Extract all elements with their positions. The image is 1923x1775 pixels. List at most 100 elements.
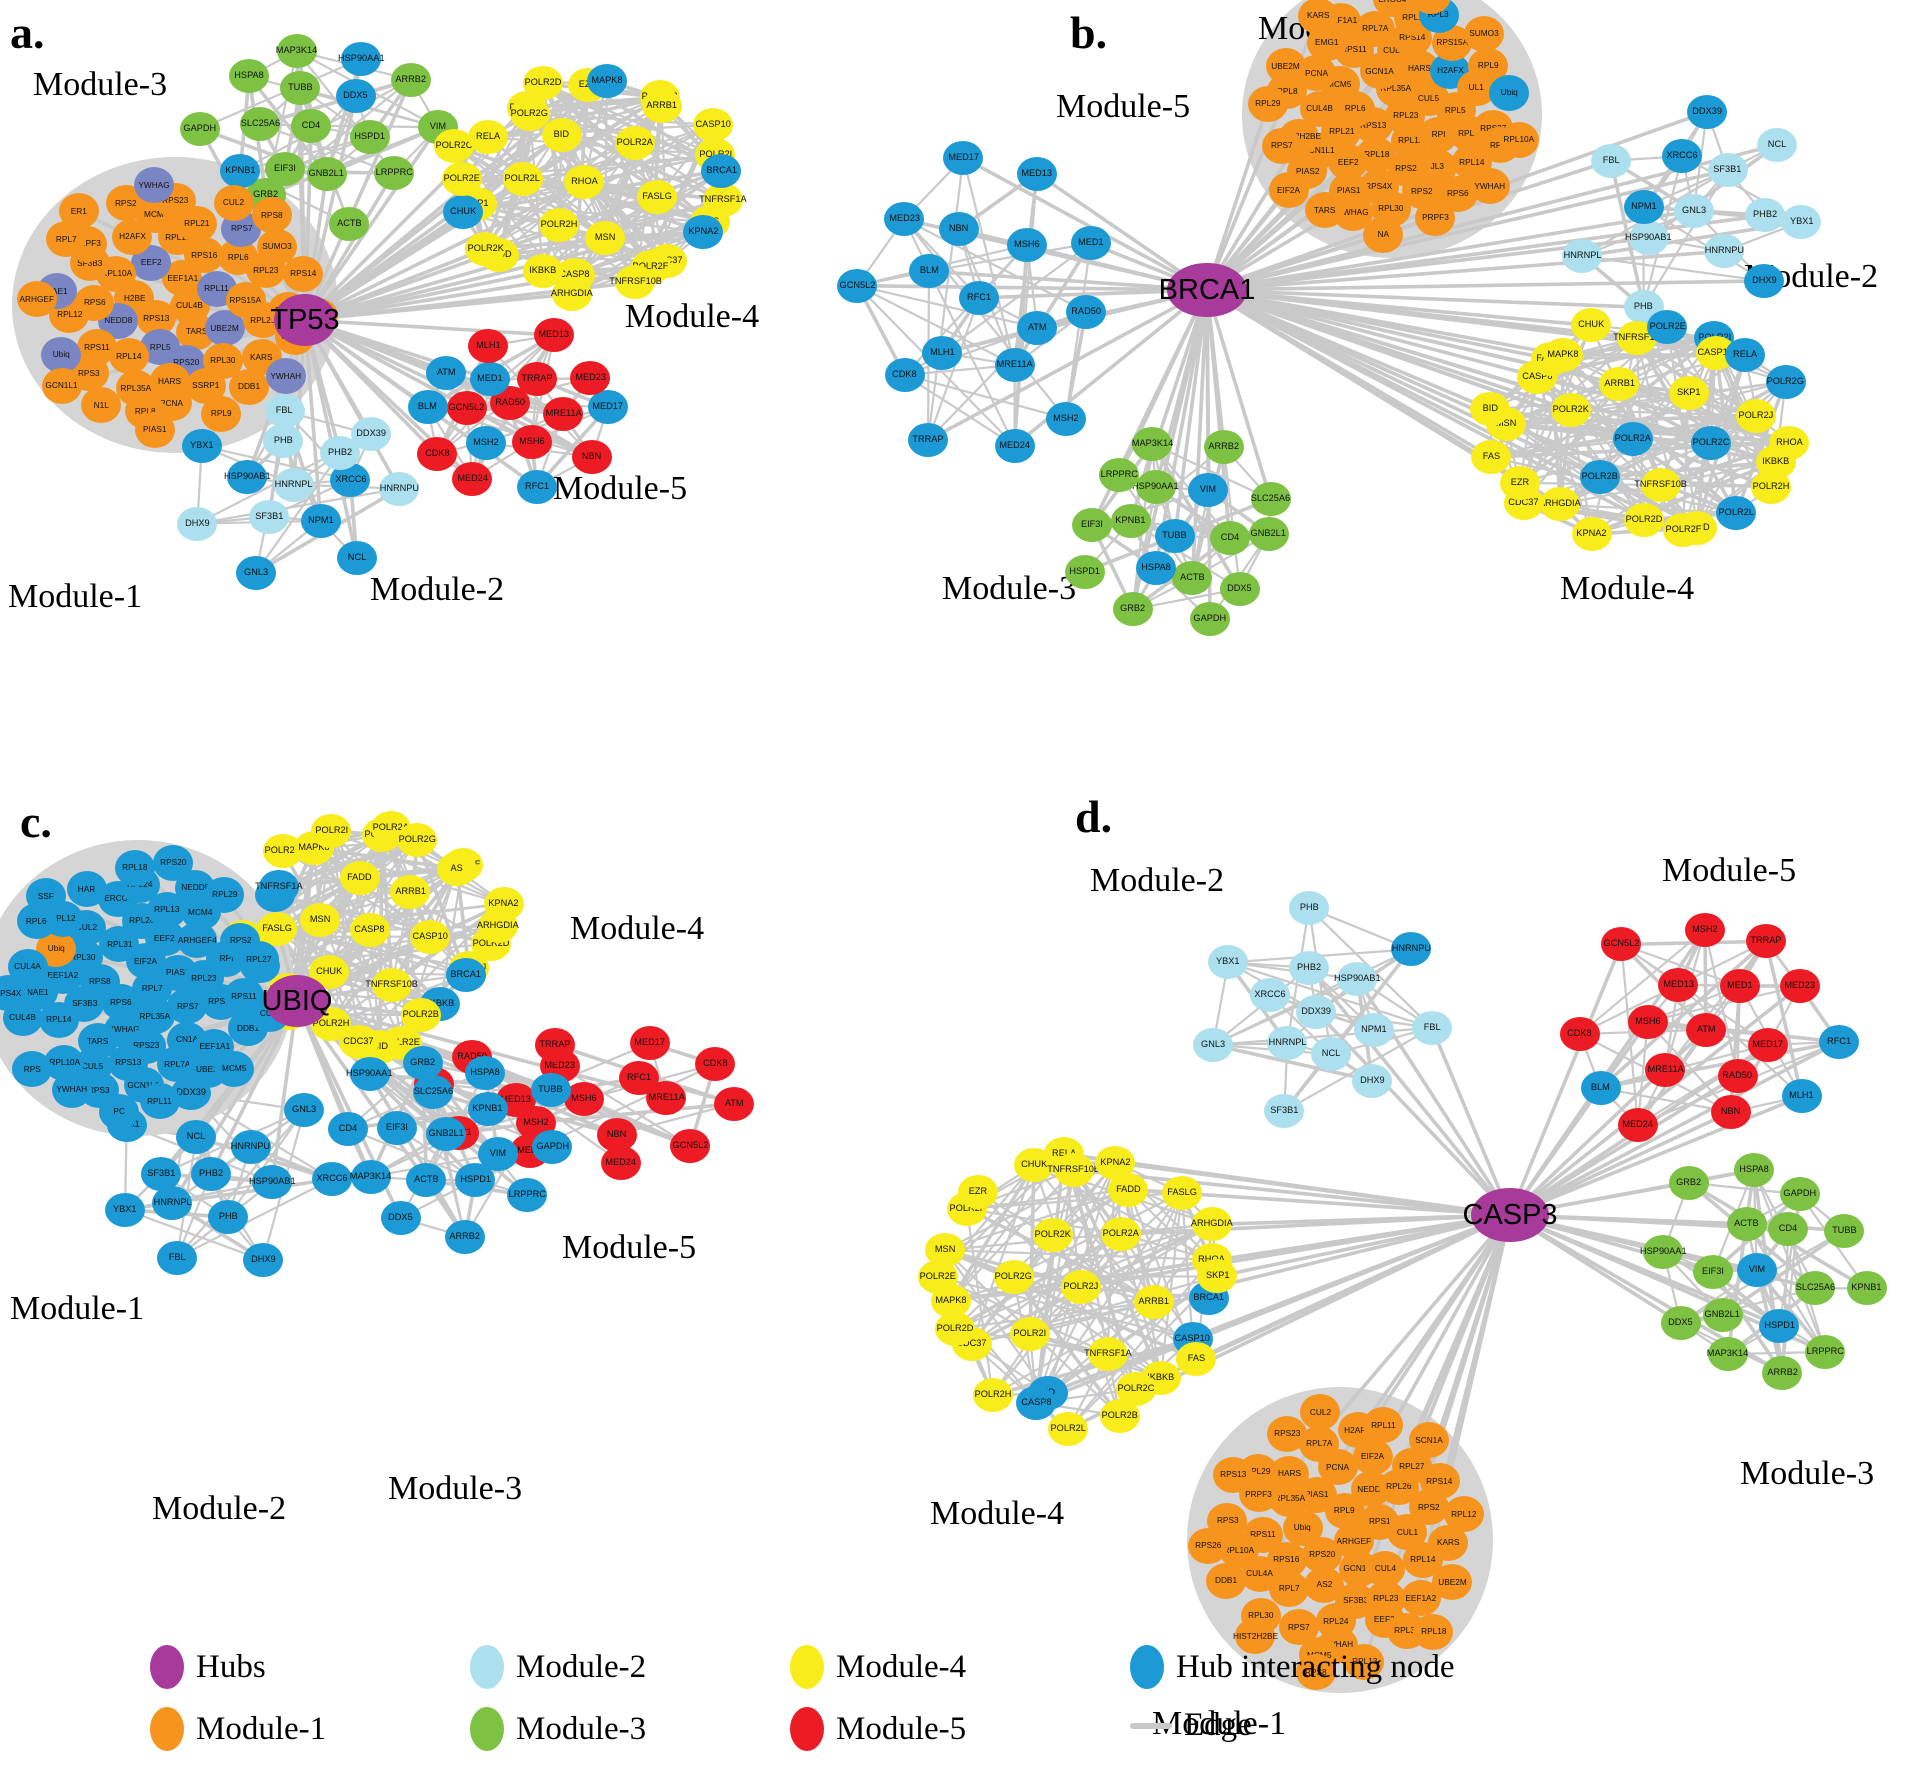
node-bid[interactable]: BID: [541, 118, 582, 153]
edge: [304, 259, 668, 322]
node-faslg[interactable]: FASLG: [1161, 1175, 1202, 1210]
node-n1l[interactable]: N1L: [81, 387, 122, 424]
node-msh6[interactable]: MSH6: [1627, 1004, 1668, 1039]
node-label: POLR2C: [1117, 1383, 1155, 1394]
node-polr2k[interactable]: POLR2K: [1033, 1217, 1073, 1252]
node-label: MED17: [1752, 1039, 1784, 1050]
panel-b-module3-label: Module-3: [942, 570, 1077, 607]
edge: [1490, 391, 1689, 411]
node-tnfrsf1a[interactable]: TNFRSF1A: [1084, 1337, 1131, 1372]
node-xrcc6[interactable]: XRCC6: [1250, 977, 1291, 1012]
node-rps14[interactable]: RPS14: [1419, 1463, 1460, 1500]
node-npm1[interactable]: NPM1: [1354, 1012, 1395, 1047]
node-actb[interactable]: ACTB: [1726, 1206, 1767, 1241]
node-mre11a[interactable]: MRE11A: [1645, 1053, 1686, 1088]
node-polr2b[interactable]: POLR2B: [1099, 1398, 1140, 1433]
node-label: EEF1A2: [1405, 1593, 1437, 1603]
node-kpna2[interactable]: KPNA2: [683, 215, 724, 250]
node-cdk8[interactable]: CDK8: [1559, 1017, 1600, 1052]
panel-d-hub-casp3[interactable]: CASP3: [1462, 1188, 1558, 1242]
node-gnb2l1[interactable]: GNB2L1: [1702, 1298, 1743, 1333]
node-polr2a[interactable]: POLR2A: [1101, 1217, 1142, 1252]
node-med13[interactable]: MED13: [1658, 967, 1699, 1002]
node-ddb1[interactable]: DDB1: [1205, 1562, 1246, 1599]
node-hspa8[interactable]: HSPA8: [1733, 1152, 1774, 1187]
node-atm[interactable]: ATM: [1685, 1012, 1726, 1047]
node-msn[interactable]: MSN: [924, 1233, 965, 1268]
node-mlh1[interactable]: MLH1: [1781, 1079, 1822, 1114]
node-label: PHB2: [1296, 962, 1321, 973]
node-label: KARS: [1436, 1537, 1460, 1547]
panel-a-module5-label: Module-5: [553, 470, 688, 507]
node-label: POLR2A: [1102, 1228, 1140, 1239]
node-label: BRCA1: [1193, 1292, 1225, 1303]
node-ncl[interactable]: NCL: [1310, 1037, 1351, 1072]
node-eif3i[interactable]: EIF3I: [1072, 508, 1113, 543]
node-map3k14[interactable]: MAP3K14: [1707, 1337, 1749, 1372]
node-rfc1[interactable]: RFC1: [1818, 1024, 1859, 1059]
node-polr2g[interactable]: POLR2G: [993, 1259, 1034, 1294]
node-phb[interactable]: PHB: [1288, 890, 1329, 925]
node-polr2h[interactable]: POLR2H: [972, 1378, 1013, 1413]
node-rad50[interactable]: RAD50: [1717, 1058, 1758, 1093]
node-casp8[interactable]: CASP8: [1016, 1385, 1057, 1420]
node-kpnb1[interactable]: KPNB1: [1846, 1271, 1887, 1306]
node-med17[interactable]: MED17: [1747, 1027, 1788, 1062]
node-phb2[interactable]: PHB2: [1288, 950, 1329, 985]
node-nbn[interactable]: NBN: [1710, 1095, 1751, 1129]
node-lrpprc[interactable]: LRPPRC: [1805, 1334, 1845, 1369]
legend-color-swatch: [150, 1645, 184, 1689]
node-hsp90aa1[interactable]: HSP90AA1: [1640, 1234, 1687, 1269]
node-ddx39[interactable]: DDX39: [1296, 994, 1337, 1029]
node-vim[interactable]: VIM: [1736, 1253, 1777, 1288]
node-label: EZR: [968, 1186, 988, 1197]
node-label: RPS20: [1309, 1549, 1336, 1560]
edge: [1518, 336, 1716, 485]
edge: [856, 284, 1016, 367]
node-msh2[interactable]: MSH2: [1685, 912, 1726, 947]
node-med1[interactable]: MED1: [1719, 969, 1760, 1004]
node-label: RPL27: [1399, 1461, 1425, 1471]
node-label: DDB1: [1214, 1575, 1237, 1585]
edge: [1206, 288, 1645, 522]
node-rps23[interactable]: RPS23: [1267, 1415, 1308, 1452]
edge: [265, 125, 439, 198]
node-scn1a[interactable]: SCN1A: [1408, 1422, 1449, 1459]
node-label: RPL12: [1451, 1509, 1477, 1519]
node-ezr[interactable]: EZR: [958, 1175, 999, 1210]
node-tubb[interactable]: TUBB: [1824, 1213, 1865, 1248]
node-ddx5[interactable]: DDX5: [1660, 1306, 1701, 1341]
node-med24[interactable]: MED24: [1617, 1108, 1658, 1143]
node-med23[interactable]: MED23: [1779, 968, 1820, 1003]
node-label: HARS: [1277, 1468, 1301, 1478]
legend-label: Module-4: [836, 1648, 967, 1685]
node-rps26[interactable]: RPS26: [1188, 1527, 1229, 1564]
panel-a-hub-tp53[interactable]: TP53: [270, 294, 340, 346]
node-gnl3[interactable]: GNL3: [1193, 1027, 1234, 1062]
edge: [928, 269, 1208, 292]
node-polr2j[interactable]: POLR2J: [1060, 1269, 1101, 1304]
node-msn[interactable]: MSN: [585, 220, 626, 255]
node-label: RPS14: [1426, 1476, 1453, 1486]
legend-edge-swatch: [1130, 1722, 1172, 1729]
node-fbl[interactable]: FBL: [1411, 1010, 1452, 1045]
edge: [488, 136, 716, 157]
legend-item-module-5: Module-5: [790, 1707, 966, 1751]
panel-a-module2-label: Module-2: [370, 571, 505, 608]
node-tnfrsf10b[interactable]: TNFRSF10B: [1048, 1152, 1100, 1187]
node-label: RPL26: [1385, 1481, 1412, 1491]
node-hspd1[interactable]: HSPD1: [1759, 1308, 1800, 1343]
node-arrb1[interactable]: ARRB1: [1133, 1284, 1174, 1319]
node-rps13[interactable]: RPS13: [1212, 1456, 1253, 1493]
node-eif3i[interactable]: EIF3I: [1693, 1254, 1734, 1289]
legend-item-module-2: Module-2: [470, 1645, 646, 1689]
node-actb[interactable]: ACTB: [1172, 561, 1213, 596]
node-polr2l[interactable]: POLR2L: [1048, 1412, 1089, 1447]
node-label: SKP1: [1205, 1270, 1230, 1282]
node-fadd[interactable]: FADD: [1108, 1172, 1149, 1207]
node-grb2[interactable]: GRB2: [1668, 1165, 1709, 1200]
node-blm[interactable]: BLM: [1580, 1070, 1621, 1105]
edge: [1206, 288, 1757, 418]
node-pias1[interactable]: PIAS1: [134, 411, 175, 448]
node-dhx9[interactable]: DHX9: [1352, 1063, 1393, 1098]
